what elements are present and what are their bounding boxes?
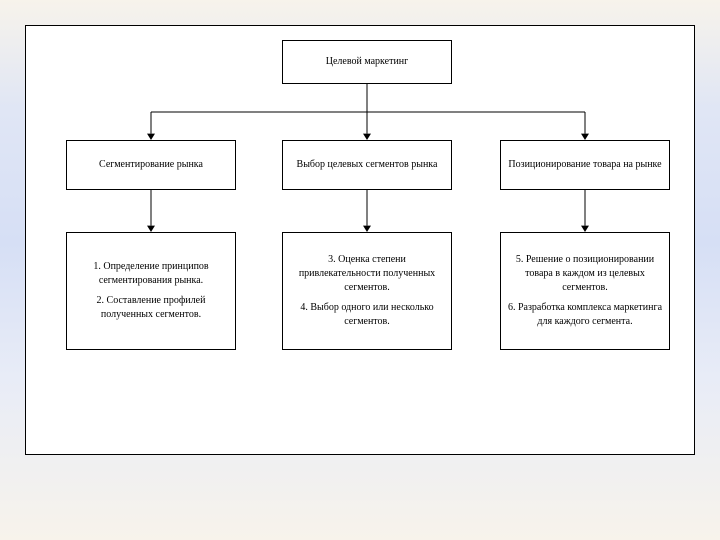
root-node: Целевой маркетинг — [282, 40, 452, 84]
level3-node-1: 3. Оценка степени привлекательности полу… — [282, 232, 452, 350]
level2-node-0: Сегментирование рынка — [66, 140, 236, 190]
level3-1-item-1: 4. Выбор одного или несколько сегментов. — [289, 301, 445, 329]
level2-node-1: Выбор целевых сегментов рынка — [282, 140, 452, 190]
level3-2-item-0: 5. Решение о позиционировании товара в к… — [507, 253, 663, 295]
level3-0-item-1: 2. Составление профилей полученных сегме… — [73, 294, 229, 322]
level3-0-item-0: 1. Определение принципов сегментирования… — [73, 260, 229, 288]
root-label: Целевой маркетинг — [326, 55, 409, 69]
level2-label-1: Выбор целевых сегментов рынка — [297, 158, 438, 172]
level2-node-2: Позиционирование товара на рынке — [500, 140, 670, 190]
level3-2-item-1: 6. Разработка комплекса маркетинга для к… — [507, 301, 663, 329]
level3-node-2: 5. Решение о позиционировании товара в к… — [500, 232, 670, 350]
level3-node-0: 1. Определение принципов сегментирования… — [66, 232, 236, 350]
level2-label-2: Позиционирование товара на рынке — [508, 158, 661, 172]
level3-1-item-0: 3. Оценка степени привлекательности полу… — [289, 253, 445, 295]
level2-label-0: Сегментирование рынка — [99, 158, 203, 172]
